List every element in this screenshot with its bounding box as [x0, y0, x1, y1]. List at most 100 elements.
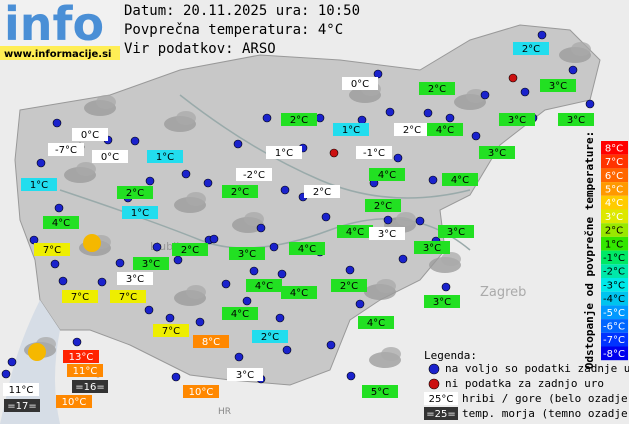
- station-bg: [227, 368, 263, 381]
- station-temp: 7°C: [71, 292, 89, 303]
- legend-sea-sample: =25=: [426, 409, 455, 420]
- station-bg: [438, 225, 474, 238]
- station-dot: [54, 203, 64, 213]
- scale-label: -7°C: [603, 335, 625, 346]
- station-dot: [423, 108, 433, 118]
- station-temp: 2°C: [428, 84, 446, 95]
- scale-step: [601, 250, 628, 265]
- station-dot: [326, 340, 336, 350]
- station-temp: 4°C: [451, 175, 469, 186]
- station-dot-missing: [508, 73, 518, 83]
- station-dot: [280, 185, 290, 195]
- website-bg: [0, 46, 120, 60]
- station-dot: [195, 317, 205, 327]
- station-bg: [281, 113, 317, 126]
- legend-hill: hribi / gore (belo ozadje): [462, 392, 629, 405]
- cloud: [466, 89, 486, 103]
- station-temp: 2°C: [126, 188, 144, 199]
- legend-sea: temp. morja (temno ozadje): [462, 407, 629, 420]
- station-temp: 3°C: [447, 227, 465, 238]
- scale-step: [601, 236, 628, 251]
- station-dot: [115, 258, 125, 268]
- station-dot: [441, 282, 451, 292]
- legend-swatch: [424, 392, 458, 405]
- station-bg: [558, 113, 594, 126]
- station-temp: 7°C: [119, 292, 137, 303]
- station-temp: 3°C: [238, 249, 256, 260]
- scale-step: [601, 182, 628, 196]
- station-temp: 7°C: [43, 245, 61, 256]
- scale-label: 4°C: [605, 198, 623, 209]
- station-temp: 4°C: [231, 309, 249, 320]
- logo: info: [4, 0, 104, 51]
- cloud: [186, 192, 206, 206]
- station-dot: [173, 255, 183, 265]
- station-bg: [43, 216, 79, 229]
- station-bg: [362, 385, 398, 398]
- station-temp: 0°C: [81, 130, 99, 141]
- station-dot: [345, 265, 355, 275]
- scale-label: 5°C: [605, 184, 623, 195]
- station-dot: [383, 215, 393, 225]
- station-temp: 4°C: [52, 218, 70, 229]
- station-dot: [275, 313, 285, 323]
- station-dot: [152, 242, 162, 252]
- station-temp: 3°C: [549, 81, 567, 92]
- cloud: [76, 162, 96, 176]
- scale-label: 1°C: [605, 239, 623, 250]
- station-dot: [72, 337, 82, 347]
- station-dot: [269, 242, 279, 252]
- station-temp: 3°C: [433, 297, 451, 308]
- station-temp: -7°C: [55, 145, 77, 156]
- station-bg: [122, 206, 158, 219]
- station-bg: [499, 113, 535, 126]
- station-bg: [92, 150, 128, 163]
- station-bg: [414, 241, 450, 254]
- station-bg: [183, 385, 219, 398]
- station-dot: [346, 371, 356, 381]
- place-name: HR: [218, 407, 231, 417]
- station-dot: [385, 107, 395, 117]
- station-bg: [72, 128, 108, 141]
- station-dot: [262, 113, 272, 123]
- station-bg: [4, 399, 40, 412]
- station-dot: [315, 113, 325, 123]
- station-temp: 10°C: [62, 397, 87, 408]
- station-bg: [342, 77, 378, 90]
- station-dot: [355, 299, 365, 309]
- station-temp: 1°C: [342, 125, 360, 136]
- sun: [83, 234, 101, 252]
- station-temp: 1°C: [30, 180, 48, 191]
- station-dot: [282, 345, 292, 355]
- station-temp: 2°C: [290, 115, 308, 126]
- station-temp: 4°C: [436, 125, 454, 136]
- station-dot: [537, 30, 547, 40]
- station-dot: [144, 305, 154, 315]
- cloud: [571, 42, 591, 56]
- station-bg: [424, 295, 460, 308]
- scale-label: 8°C: [605, 143, 623, 154]
- station-temp: 3°C: [508, 115, 526, 126]
- station-bg: [369, 227, 405, 240]
- station-temp: 0°C: [101, 152, 119, 163]
- station-bg: [56, 395, 92, 408]
- station-dot: [209, 234, 219, 244]
- scale-step: [601, 264, 628, 278]
- scale-label: 3°C: [605, 212, 623, 223]
- scale-label: -4°C: [603, 294, 625, 305]
- station-dot: [130, 136, 140, 146]
- station-dot: [203, 178, 213, 188]
- station-dot: [29, 235, 39, 245]
- station-temp: 2°C: [231, 187, 249, 198]
- scale-step: [601, 223, 628, 237]
- station-temp: 4°C: [367, 318, 385, 329]
- station-bg: [3, 383, 39, 396]
- station-temp: 13°C: [69, 352, 94, 363]
- cloud: [376, 279, 396, 293]
- station-dot: [428, 175, 438, 185]
- scale-step: [601, 319, 628, 333]
- date-line: Datum: 20.11.2025 ura: 10:50: [124, 3, 360, 19]
- station-dot: [357, 115, 367, 125]
- station-bg: [513, 42, 549, 55]
